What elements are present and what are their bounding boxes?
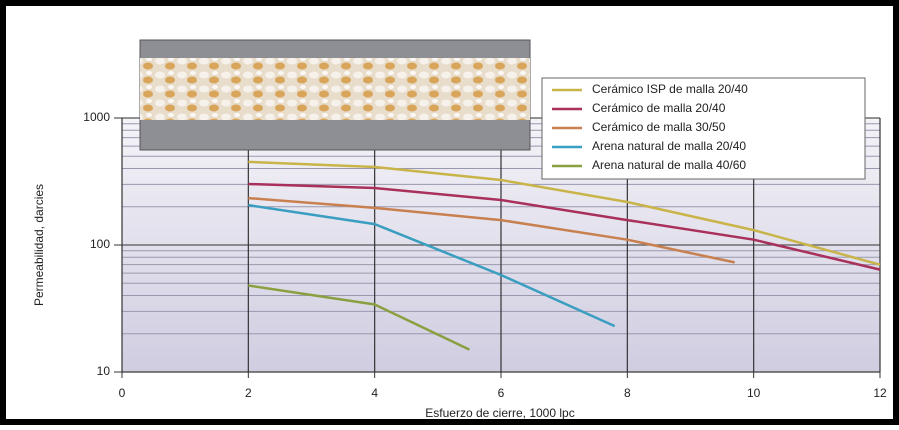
series-line — [248, 203, 616, 328]
y-tick-label: 1000 — [83, 110, 110, 124]
series-line — [248, 284, 470, 351]
photo-inset — [139, 39, 531, 151]
x-tick-label: 0 — [119, 386, 126, 400]
x-tick-label: 12 — [873, 386, 887, 400]
y-axis-label: Permeabilidad, darcies — [32, 184, 46, 306]
legend-label: Cerámico de malla 20/40 — [592, 101, 726, 115]
y-tick-label: 10 — [97, 364, 111, 378]
legend-box — [541, 77, 866, 180]
x-tick-label: 2 — [245, 386, 252, 400]
x-tick-label: 4 — [371, 386, 378, 400]
legend-label: Arena natural de malla 40/60 — [592, 158, 746, 172]
legend-label: Arena natural de malla 20/40 — [592, 139, 746, 153]
series-line — [248, 160, 881, 266]
legend-label: Cerámico de malla 30/50 — [592, 120, 726, 134]
x-tick-label: 10 — [747, 386, 761, 400]
x-tick-label: 8 — [624, 386, 631, 400]
x-axis-label: Esfuerzo de cierre, 1000 lpc — [425, 406, 574, 420]
legend-label: Cerámico ISP de malla 20/40 — [592, 82, 748, 96]
series-line — [248, 182, 881, 271]
y-tick-label: 100 — [90, 237, 110, 251]
x-tick-label: 6 — [498, 386, 505, 400]
series-line — [248, 196, 735, 264]
